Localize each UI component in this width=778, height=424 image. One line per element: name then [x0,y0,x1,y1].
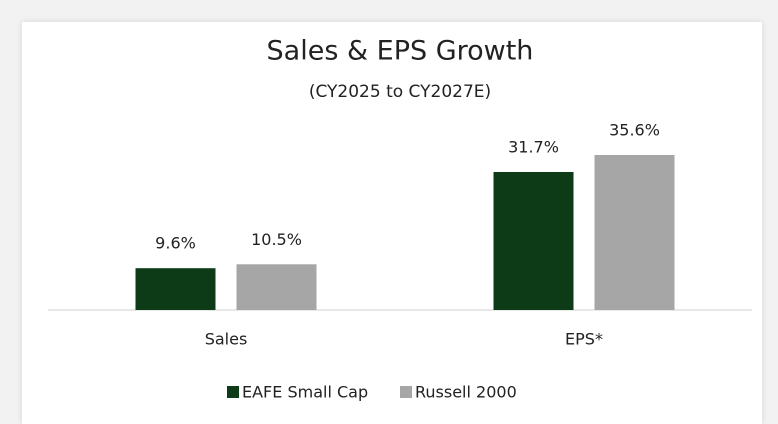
data-label: 10.5% [251,230,302,249]
data-label: 31.7% [508,137,559,156]
legend-label: Russell 2000 [415,383,517,402]
chart-title: Sales & EPS Growth [267,36,534,67]
legend-swatch [227,386,239,398]
bar [135,268,216,310]
legend-swatch [400,386,412,398]
data-label: 35.6% [609,121,660,140]
bar [493,171,574,310]
legend-label: EAFE Small Cap [242,383,368,402]
data-label: 9.6% [155,234,196,253]
chart-subtitle: (CY2025 to CY2027E) [309,82,491,102]
x-tick-label: EPS* [565,330,603,349]
bar [236,264,317,310]
bar [594,155,675,310]
x-tick-label: Sales [205,330,248,349]
